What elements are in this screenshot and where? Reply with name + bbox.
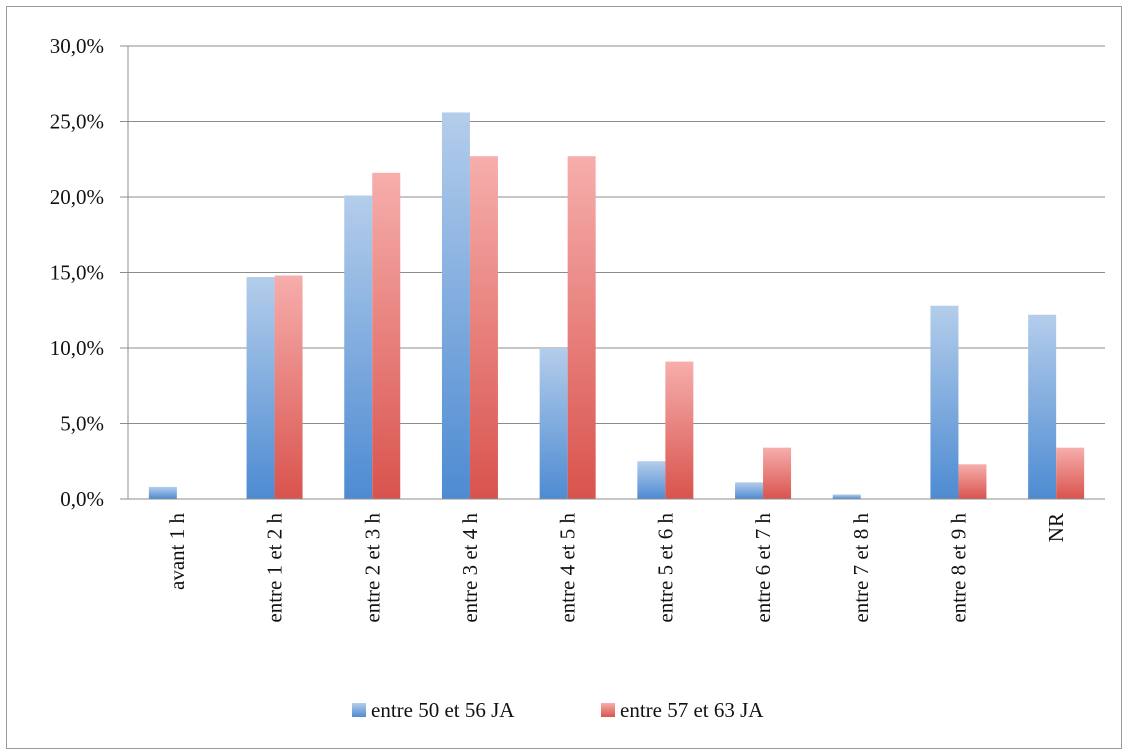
- bar-series2: [372, 172, 401, 499]
- bar-series1: [930, 305, 959, 499]
- bar-series2: [1056, 447, 1085, 499]
- y-tick-label: 20,0%: [50, 185, 104, 209]
- legend: entre 50 et 56 JA entre 57 et 63 JA: [352, 698, 764, 722]
- bar-series2: [763, 447, 792, 499]
- bar-series1: [1028, 314, 1057, 499]
- x-category-label: entre 6 et 7 h: [751, 513, 775, 623]
- legend-swatch: [601, 703, 615, 717]
- x-category-label: avant 1 h: [165, 513, 189, 590]
- bar-series2: [469, 156, 498, 500]
- legend-label: entre 57 et 63 JA: [620, 698, 764, 722]
- x-category-label: NR: [1044, 513, 1068, 542]
- y-tick-label: 10,0%: [50, 336, 104, 360]
- y-tick-label: 5,0%: [60, 412, 104, 436]
- bar-series2: [567, 156, 596, 500]
- bar-series2: [665, 361, 694, 499]
- bar-series1: [637, 461, 666, 499]
- bar-series1: [832, 494, 861, 499]
- bar-series2: [958, 464, 987, 499]
- y-axis-ticks: 0,0% 5,0% 10,0% 15,0% 20,0% 25,0% 30,0%: [50, 34, 104, 511]
- bar-series1: [246, 277, 275, 499]
- x-axis: [127, 46, 1105, 500]
- y-tick-label: 30,0%: [50, 34, 104, 58]
- bar-series1: [539, 348, 568, 499]
- x-category-label: entre 1 et 2 h: [263, 513, 287, 623]
- x-category-label: entre 5 et 6 h: [653, 513, 677, 623]
- y-tick-label: 15,0%: [50, 261, 104, 285]
- y-tick-label: 25,0%: [50, 110, 104, 134]
- bar-series1: [148, 486, 177, 499]
- x-category-label: entre 8 et 9 h: [946, 513, 970, 623]
- x-category-label: entre 4 et 5 h: [556, 513, 580, 623]
- y-tick-label: 0,0%: [60, 487, 104, 511]
- x-category-label: entre 2 et 3 h: [360, 513, 384, 623]
- x-category-label: entre 7 et 8 h: [849, 513, 873, 623]
- legend-label: entre 50 et 56 JA: [371, 698, 515, 722]
- x-axis-categories: avant 1 h entre 1 et 2 h entre 2 et 3 h ent…: [165, 513, 1068, 623]
- legend-swatch: [352, 703, 366, 717]
- x-category-label: entre 3 et 4 h: [458, 513, 482, 623]
- bar-series1: [344, 195, 373, 500]
- bar-series2: [274, 275, 303, 499]
- bars: [148, 112, 1085, 500]
- bar-series1: [735, 482, 764, 499]
- bar-series1: [441, 112, 470, 499]
